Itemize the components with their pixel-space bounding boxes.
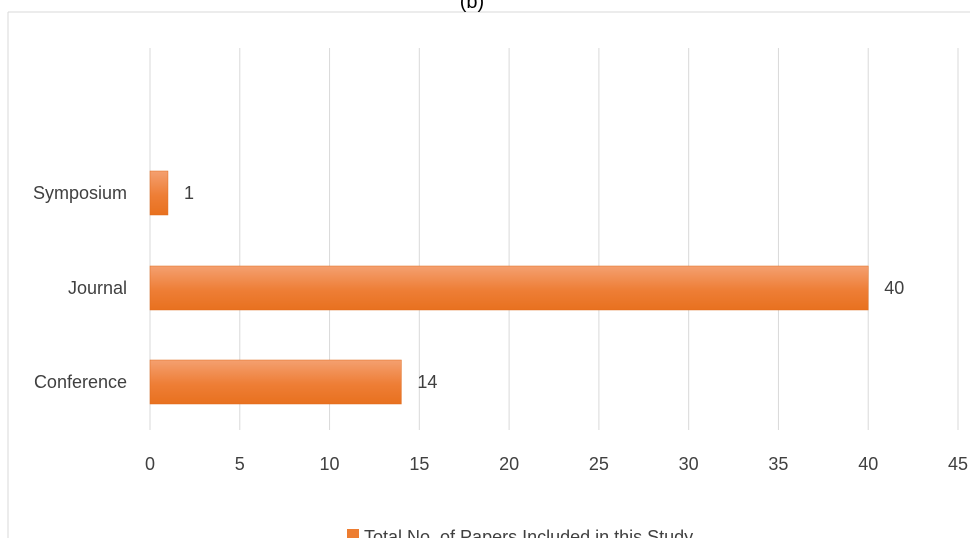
x-tick-label: 40 [858,454,878,474]
bars [149,170,869,405]
x-tick-label: 35 [768,454,788,474]
x-tick-label: 20 [499,454,519,474]
gridlines [149,48,959,430]
category-label: Conference [34,372,127,392]
chart-title: (b) [460,0,484,13]
x-tick-label: 10 [320,454,340,474]
category-label: Symposium [33,183,127,203]
data-label: 1 [184,183,194,203]
bar-symposium [149,170,169,216]
x-tick-label: 15 [409,454,429,474]
x-tick-label: 45 [948,454,968,474]
legend: Total No. of Papers Included in this Stu… [347,527,693,538]
bar-conference [149,359,402,405]
legend-swatch [347,529,359,538]
x-tick-label: 5 [235,454,245,474]
x-axis-tick-labels: 0 5 10 15 20 25 30 35 40 45 [145,454,968,474]
data-labels: 14 40 1 [184,183,904,392]
category-label: Journal [68,278,127,298]
data-label: 40 [884,278,904,298]
x-tick-label: 25 [589,454,609,474]
x-tick-label: 0 [145,454,155,474]
category-labels: Conference Journal Symposium [33,183,127,392]
x-tick-label: 30 [679,454,699,474]
bar-journal [149,265,869,311]
legend-label: Total No. of Papers Included in this Stu… [364,527,693,538]
data-label: 14 [417,372,437,392]
